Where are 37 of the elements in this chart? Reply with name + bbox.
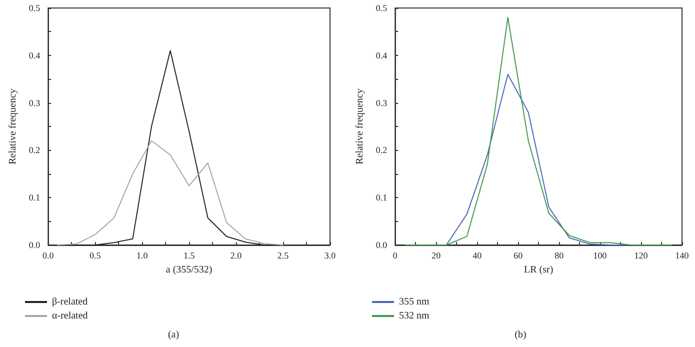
y-tick-label: 0.3 [376,98,388,108]
x-tick-label: 0 [392,250,398,260]
y-tick-label: 0.0 [376,240,388,250]
y-tick-label: 0.4 [28,50,41,60]
x-axis-title: LR (sr) [524,264,554,276]
x-tick-label: 80 [554,250,564,260]
y-axis-title: Relative frequency [8,88,18,164]
y-tick-label: 0.3 [28,98,41,108]
x-tick-label: 140 [675,250,690,260]
y-axis-title: Relative frequency [354,88,366,164]
legend-label: α-related [52,310,88,322]
legend-label: 355 nm [399,296,430,308]
x-tick-label: 120 [634,250,648,260]
y-tick-label: 0.2 [28,145,40,156]
x-tick-label: 3.0 [324,250,336,260]
y-tick-label: 0.0 [28,240,41,250]
x-tick-label: 2.0 [230,250,242,260]
x-axis-title: a (355/532) [166,264,212,276]
legend-label: 532 nm [399,310,430,322]
x-tick-label: 2.5 [277,250,290,260]
y-tick-label: 0.5 [376,3,388,13]
legend-label: β-related [52,296,88,308]
x-tick-label: 40 [472,250,482,260]
x-tick-label: 1.0 [136,250,148,260]
x-tick-label: 20 [432,250,442,260]
x-tick-label: 60 [514,250,524,260]
y-tick-label: 0.2 [376,145,388,156]
y-tick-label: 0.4 [376,50,388,60]
y-tick-label: 0.1 [28,192,40,203]
x-tick-label: 0.5 [90,250,102,260]
text: (a) [168,330,180,340]
text: (b) [514,330,526,340]
y-tick-label: 0.1 [376,192,388,203]
y-tick-label: 0.5 [28,3,41,13]
x-tick-label: 1.5 [183,250,196,260]
x-tick-label: 100 [593,250,608,260]
x-tick-label: 0.0 [42,250,54,260]
